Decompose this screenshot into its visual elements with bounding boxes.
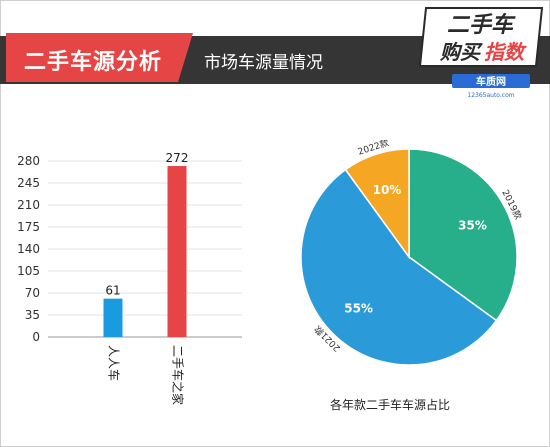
y-tick-label: 105 [17,264,40,278]
y-tick-label: 0 [32,330,40,344]
y-tick-label: 210 [17,198,40,212]
logo-line2-b: 指数 [484,40,527,64]
section-title-tag [6,33,193,82]
x-tick-label: 二手车之家 [171,345,186,405]
pie-percent-label: 55% [344,301,373,315]
bar-y-axis: 0 35 70 105 140 175 210 245 280 [17,154,40,344]
pie-slice [300,168,498,366]
pie-title: 各年款二手车车源占比 [330,398,451,412]
brand-name: 车质网 [476,75,506,88]
section-title: 二手车源分析 [24,50,163,75]
logo-line2-a: 购买 [439,40,483,64]
y-tick-label: 35 [25,308,40,322]
bar-grid [48,160,242,338]
bar-x-axis: 人人车 二手车之家 [107,345,186,405]
pie-percent-label: 10% [373,183,402,197]
y-tick-label: 245 [17,176,40,190]
y-tick-label: 175 [17,220,40,234]
y-tick-label: 140 [17,242,40,256]
pie-percent-label: 35% [458,219,487,233]
x-tick-label: 人人车 [107,345,122,381]
bar-series [103,166,187,337]
pie-percent-labels: 35% 55% 10% [344,183,487,315]
brand-url: 12365auto.com [467,92,514,99]
bar-chart: 0 35 70 105 140 175 210 245 280 61 272 人人车 二手车之家 [17,151,242,405]
bar-value-label: 272 [166,151,189,165]
bar [167,166,187,337]
bar [103,298,123,337]
bar-data-labels: 61 272 [105,151,188,298]
pie-slices [300,148,518,366]
pie-slice [408,148,518,322]
brand-tag [452,74,530,88]
pie-slice [344,148,410,260]
y-tick-label: 70 [25,286,40,300]
y-tick-label: 280 [17,154,40,168]
bar-value-label: 61 [105,284,120,298]
buy-index-logo: 二手车 购买 指数 车质网 12365auto.com [418,7,544,99]
header-subtitle: 市场车源量情况 [204,53,323,73]
logo-line1: 二手车 [447,12,516,38]
